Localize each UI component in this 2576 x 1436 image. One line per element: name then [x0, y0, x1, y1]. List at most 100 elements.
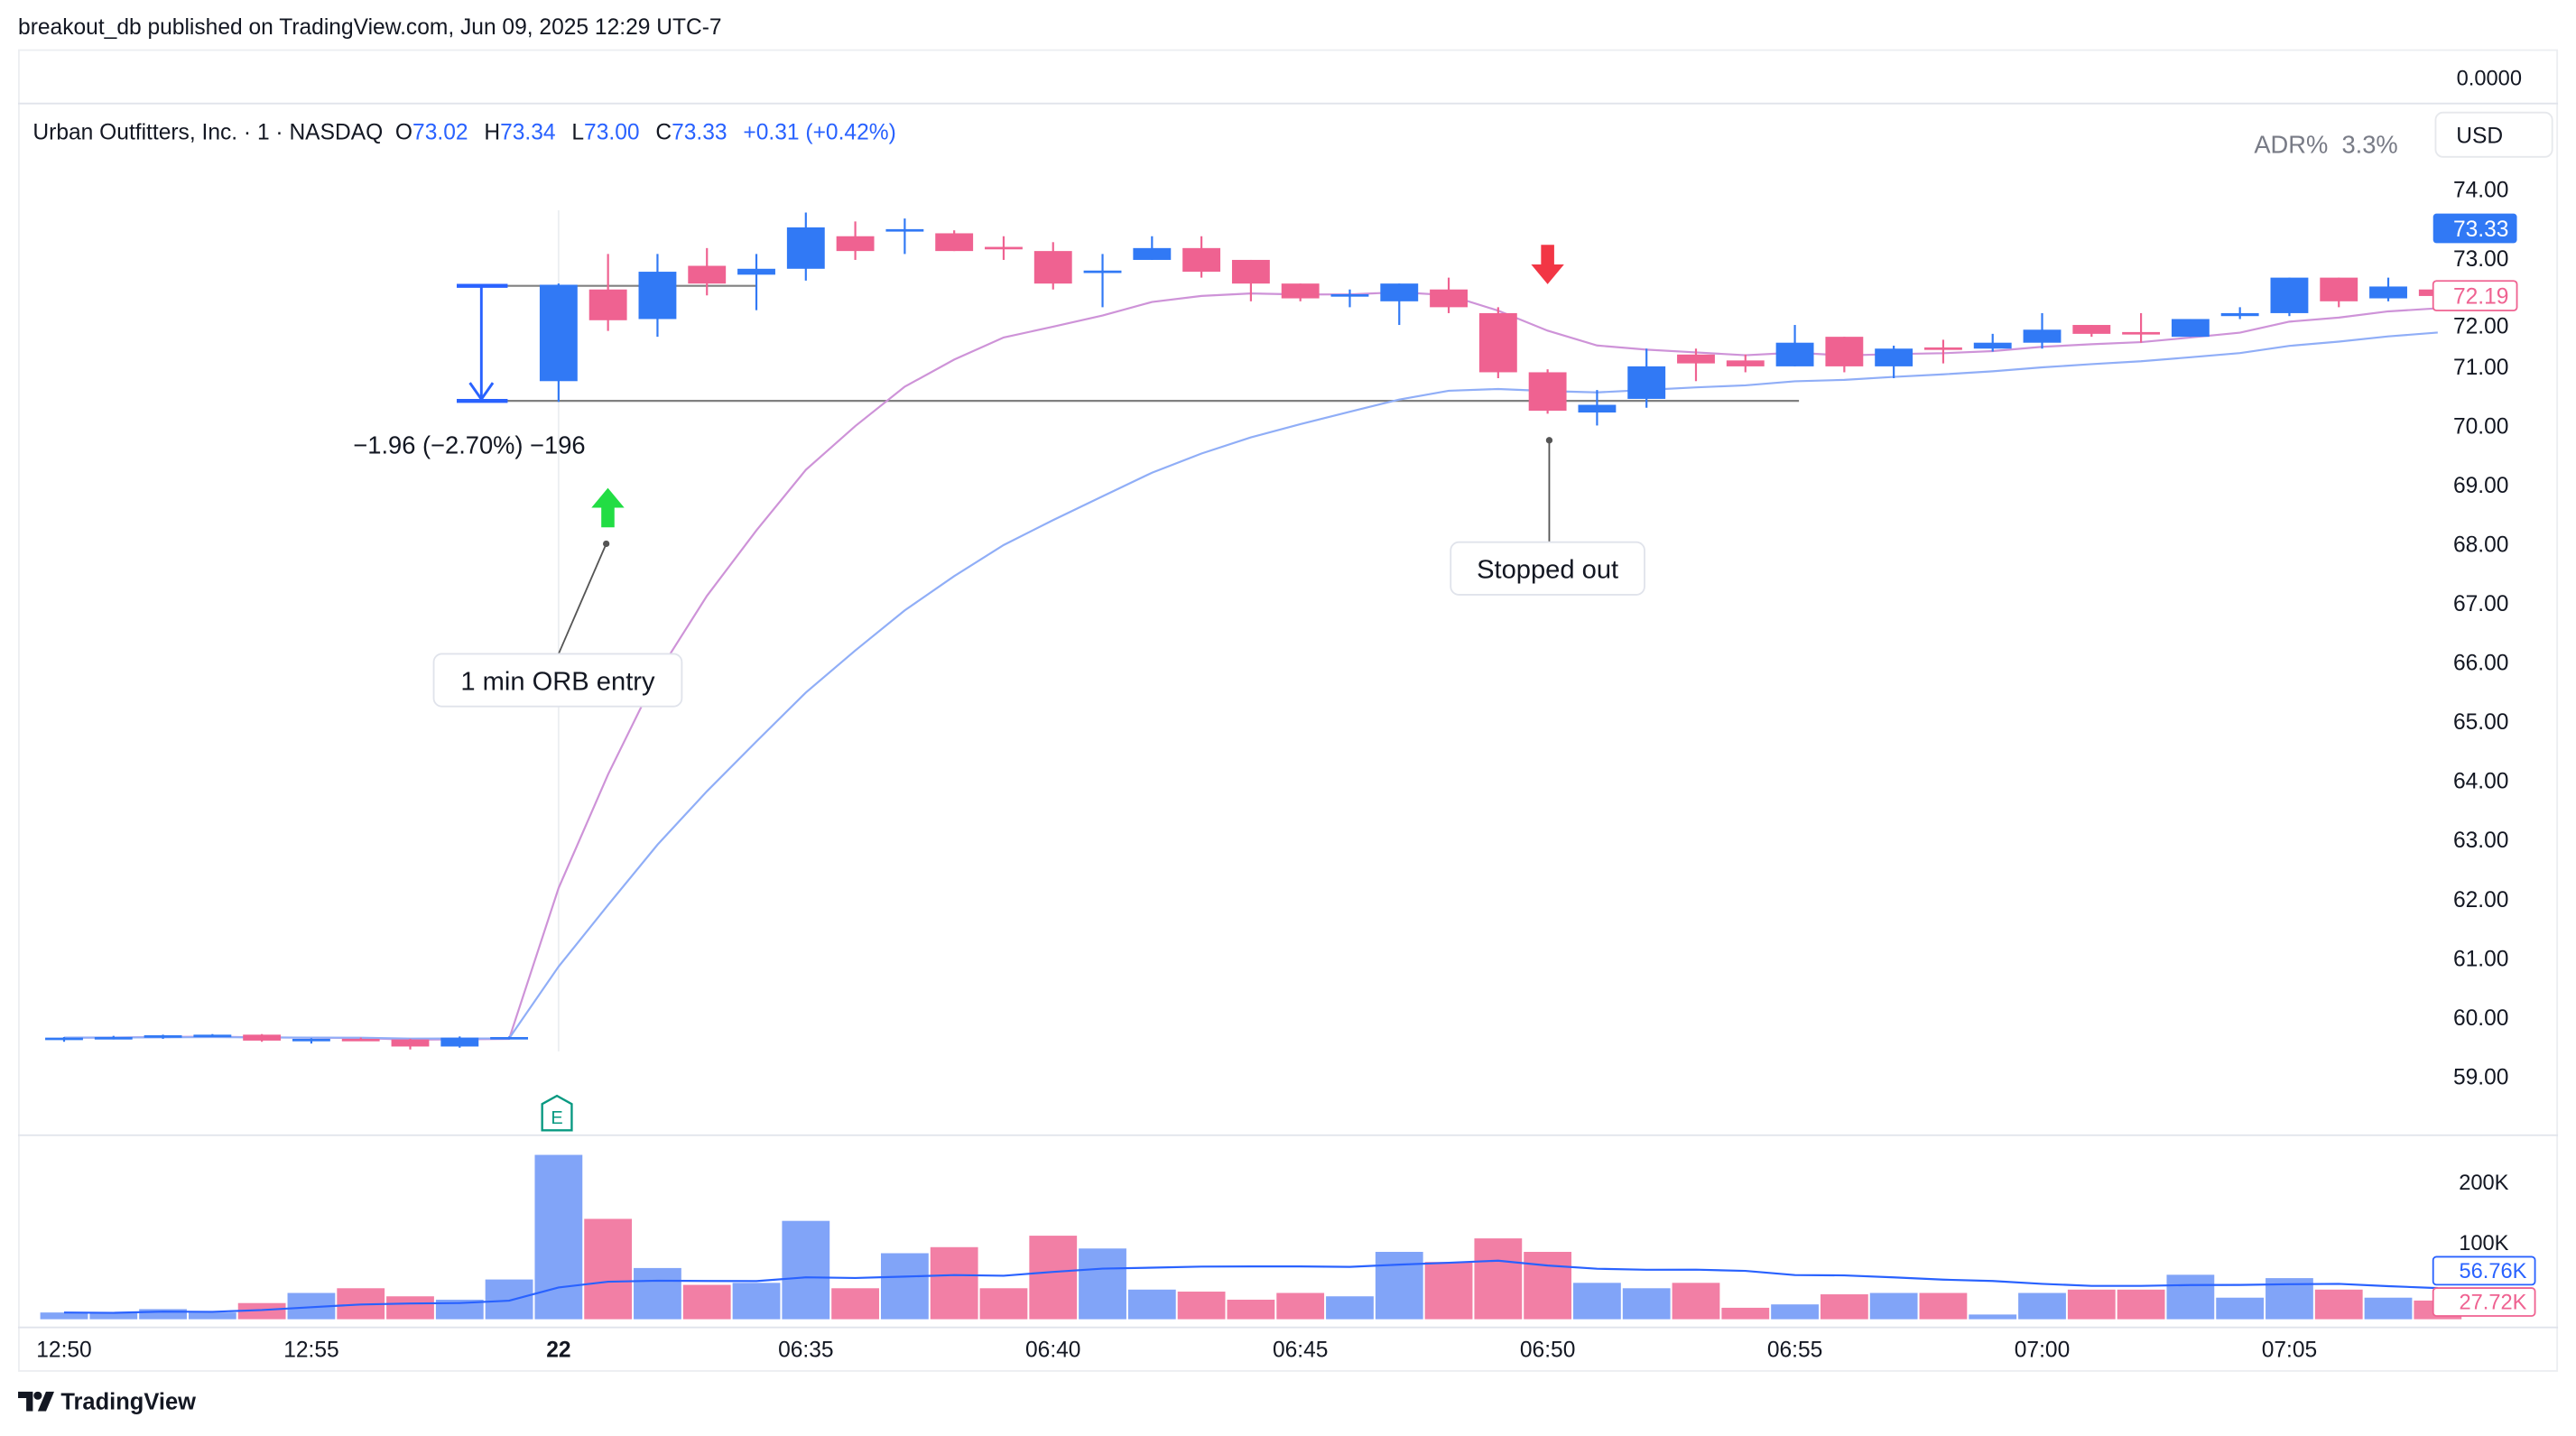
candle[interactable] [490, 1036, 529, 1040]
candle[interactable] [1677, 348, 1715, 382]
candle[interactable] [1973, 333, 2012, 352]
candle[interactable] [1033, 242, 1072, 290]
volume-bar [1424, 1262, 1473, 1320]
candle-body [588, 289, 627, 320]
candle-body [1182, 247, 1221, 273]
candle[interactable] [1726, 354, 1765, 373]
volume-bar [1326, 1296, 1374, 1320]
publish-info: breakout_db published on TradingView.com… [18, 14, 722, 40]
volume-bar [1029, 1236, 1078, 1320]
entry-callout[interactable]: 1 min ORB entry [432, 653, 683, 708]
ema-9-line[interactable] [63, 291, 2438, 1042]
candle-body [341, 1038, 380, 1042]
candle[interactable] [2023, 312, 2062, 349]
candle[interactable] [1875, 345, 1913, 379]
candle-body [688, 265, 727, 284]
volume-ma-line[interactable] [63, 1259, 2438, 1314]
arrow-down-icon [468, 382, 495, 402]
close-value: 73.33 [672, 119, 727, 145]
candle[interactable] [638, 254, 677, 338]
candle[interactable] [2270, 277, 2309, 317]
tradingview-logo[interactable]: TradingView [18, 1388, 196, 1414]
y-tick-label: 66.00 [2453, 652, 2508, 676]
ema-price-label: 72.19 [2453, 285, 2508, 310]
candle[interactable] [2220, 307, 2259, 320]
candle-body [2023, 329, 2062, 343]
y-tick-label: 60.00 [2453, 1006, 2508, 1031]
measure-tool[interactable]: −1.96 (−2.70%) −196 [353, 283, 586, 459]
candle[interactable] [243, 1033, 282, 1042]
volume-ma-tag [2432, 1255, 2536, 1286]
candle[interactable] [2171, 319, 2210, 338]
candle[interactable] [1775, 325, 1814, 366]
volume-bar [2314, 1289, 2363, 1320]
candle[interactable] [1924, 339, 1962, 364]
y-tick-label: 71.00 [2453, 356, 2508, 380]
candle[interactable] [1231, 259, 1270, 301]
x-tick-label: 07:05 [2262, 1338, 2317, 1362]
sell-arrow-down-icon[interactable] [1531, 245, 1564, 284]
volume-bar [2018, 1292, 2066, 1320]
earnings-marker[interactable]: E [541, 1094, 573, 1132]
tradingview-logo-icon [18, 1391, 55, 1412]
candle[interactable] [1182, 236, 1221, 278]
candle[interactable] [1578, 390, 1617, 426]
stop-callout[interactable]: Stopped out [1450, 541, 1645, 596]
candle-body [440, 1037, 479, 1047]
candle[interactable] [2122, 312, 2161, 343]
candle[interactable] [1133, 236, 1172, 260]
volume-bar [1227, 1299, 1275, 1320]
candle-body [638, 272, 677, 320]
stop-callout-anchor [1545, 437, 1553, 444]
entry-callout-pointer [558, 543, 607, 654]
candle[interactable] [292, 1038, 330, 1044]
candle-body [292, 1038, 330, 1042]
candle[interactable] [935, 230, 974, 252]
candle[interactable] [440, 1036, 479, 1048]
candle-body [490, 1036, 529, 1040]
candle[interactable] [1281, 283, 1320, 301]
candle[interactable] [1627, 348, 1666, 408]
volume-bar [139, 1309, 187, 1320]
candle[interactable] [341, 1037, 380, 1042]
candle[interactable] [1825, 337, 1864, 373]
candle[interactable] [737, 254, 775, 310]
candle[interactable] [688, 247, 727, 296]
candle[interactable] [391, 1038, 430, 1050]
candle[interactable] [193, 1033, 232, 1038]
candle[interactable] [1478, 307, 1517, 379]
candle[interactable] [885, 218, 924, 255]
candle[interactable] [1528, 369, 1567, 414]
candle-body [1677, 354, 1715, 364]
candle[interactable] [836, 221, 875, 260]
volume-bar [485, 1279, 533, 1320]
candle[interactable] [2320, 277, 2358, 308]
y-tick-label: 69.00 [2453, 474, 2508, 498]
candle[interactable] [45, 1036, 83, 1042]
volume-bar [782, 1220, 830, 1320]
candle[interactable] [1430, 277, 1468, 313]
candle[interactable] [94, 1035, 133, 1040]
candle[interactable] [144, 1034, 182, 1039]
candle[interactable] [786, 212, 825, 281]
candle[interactable] [2072, 325, 2111, 338]
candle[interactable] [1380, 283, 1419, 326]
candle[interactable] [1330, 289, 1369, 308]
candle-body [1231, 259, 1270, 284]
candle[interactable] [539, 283, 578, 403]
volume-bar [634, 1267, 681, 1320]
candle[interactable] [1083, 254, 1122, 308]
symbol-legend[interactable]: Urban Outfitters, Inc. · 1 · NASDAQ O73.… [32, 120, 905, 144]
buy-arrow-up-icon[interactable] [591, 487, 625, 528]
currency-button[interactable]: USD [2434, 111, 2553, 158]
candle-body [1281, 283, 1320, 299]
x-tick-label: 12:55 [283, 1338, 338, 1362]
candle[interactable] [2369, 277, 2407, 301]
candle[interactable] [588, 254, 627, 331]
candle-body [539, 284, 578, 382]
candle-body [1083, 270, 1122, 273]
y-tick-label: 61.00 [2453, 947, 2508, 971]
candle-body [243, 1034, 282, 1041]
candle[interactable] [985, 236, 1023, 260]
